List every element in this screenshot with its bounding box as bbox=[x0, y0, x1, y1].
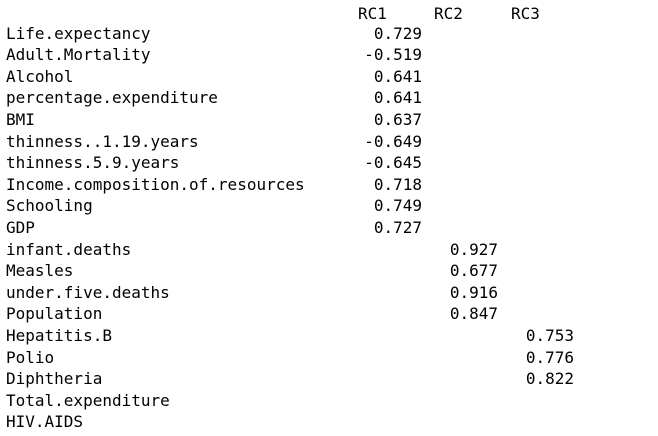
variable-label: Income.composition.of.resources bbox=[6, 174, 305, 194]
table-row: under.five.deaths 0.916 bbox=[6, 282, 646, 304]
variable-label: Alcohol bbox=[6, 66, 74, 86]
variable-label: Schooling bbox=[6, 196, 93, 216]
table-row: GDP 0.727 bbox=[6, 217, 646, 239]
loading-value-rc1: 0.727 bbox=[373, 217, 422, 237]
variable-label: infant.deaths bbox=[6, 239, 132, 259]
loading-value-rc1: 0.718 bbox=[373, 174, 422, 194]
loading-value-rc2: 0.847 bbox=[449, 304, 498, 324]
loading-value-rc1: -0.645 bbox=[364, 153, 422, 173]
variable-label: percentage.expenditure bbox=[6, 88, 218, 108]
variable-label: BMI bbox=[6, 109, 35, 129]
table-row: Polio 0.776 bbox=[6, 347, 646, 369]
variable-label: Hepatitis.B bbox=[6, 325, 112, 345]
table-row: Income.composition.of.resources 0.718 bbox=[6, 174, 646, 196]
table-row: Total.expenditure bbox=[6, 390, 646, 412]
loading-value-rc1: -0.649 bbox=[364, 131, 422, 151]
table-row: infant.deaths 0.927 bbox=[6, 239, 646, 261]
variable-label: GDP bbox=[6, 217, 35, 237]
loadings-output: RC1 RC2 RC3 Life.expectancy 0.729 Adult.Mo… bbox=[6, 0, 658, 436]
variable-label: Diphtheria bbox=[6, 369, 103, 389]
table-row: thinness.5.9.years -0.645 bbox=[6, 152, 646, 174]
column-header-rc3: RC3 bbox=[511, 4, 540, 23]
table-row: HIV.AIDS bbox=[6, 411, 646, 433]
table-row: BMI 0.637 bbox=[6, 109, 646, 131]
column-header-rc2: RC2 bbox=[434, 4, 463, 23]
table-row: Life.expectancy 0.729 bbox=[6, 23, 646, 45]
table-row: Schooling 0.749 bbox=[6, 195, 646, 217]
loading-value-rc1: -0.519 bbox=[364, 45, 422, 65]
loading-value-rc3: 0.776 bbox=[525, 347, 574, 367]
table-row: Measles 0.677 bbox=[6, 260, 646, 282]
variable-label: Measles bbox=[6, 261, 74, 281]
loading-value-rc2: 0.927 bbox=[449, 239, 498, 259]
table-row: thinness..1.19.years -0.649 bbox=[6, 131, 646, 153]
loading-value-rc1: 0.637 bbox=[373, 109, 422, 129]
variable-label: thinness.5.9.years bbox=[6, 153, 180, 173]
variable-label: Adult.Mortality bbox=[6, 45, 151, 65]
loading-value-rc3: 0.822 bbox=[525, 369, 574, 389]
variable-label: Life.expectancy bbox=[6, 23, 151, 43]
column-header-rc1: RC1 bbox=[358, 4, 387, 23]
loading-value-rc1: 0.641 bbox=[373, 88, 422, 108]
variable-label: Population bbox=[6, 304, 103, 324]
loading-value-rc1: 0.749 bbox=[373, 196, 422, 216]
loading-value-rc1: 0.729 bbox=[373, 23, 422, 43]
loading-value-rc1: 0.641 bbox=[373, 66, 422, 86]
variable-label: Total.expenditure bbox=[6, 390, 170, 410]
loading-value-rc3: 0.753 bbox=[525, 325, 574, 345]
table-row: Hepatitis.B 0.753 bbox=[6, 325, 646, 347]
loading-value-rc2: 0.677 bbox=[449, 261, 498, 281]
table-row: percentage.expenditure 0.641 bbox=[6, 87, 646, 109]
table-row: Alcohol 0.641 bbox=[6, 66, 646, 88]
variable-label: under.five.deaths bbox=[6, 282, 170, 302]
variable-label: thinness..1.19.years bbox=[6, 131, 199, 151]
loading-value-rc2: 0.916 bbox=[449, 282, 498, 302]
table-row: Diphtheria 0.822 bbox=[6, 368, 646, 390]
table-row: Population 0.847 bbox=[6, 303, 646, 325]
variable-label: Polio bbox=[6, 347, 55, 367]
variable-label: HIV.AIDS bbox=[6, 412, 84, 432]
table-row: Adult.Mortality -0.519 bbox=[6, 44, 646, 66]
